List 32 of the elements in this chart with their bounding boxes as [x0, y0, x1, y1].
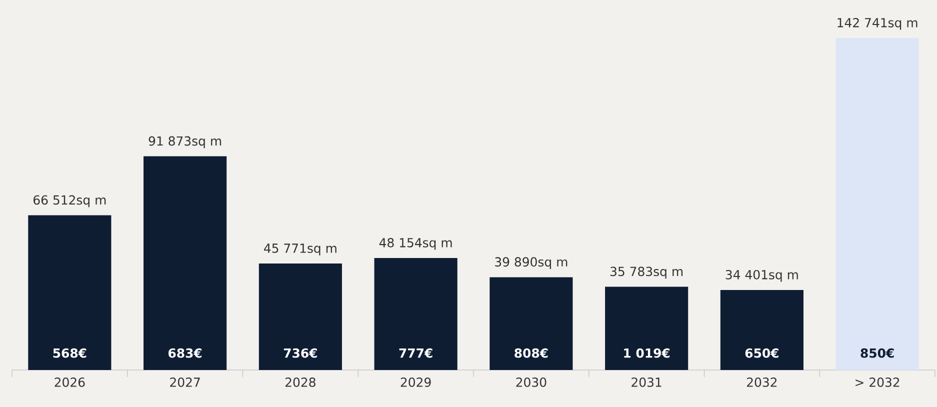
bar — [605, 286, 688, 370]
x-tick-label: 2029 — [400, 378, 431, 387]
x-tick-label: 2027 — [170, 378, 200, 387]
annotation: 1 019€ — [624, 348, 670, 358]
bar — [374, 258, 458, 370]
bar — [836, 38, 919, 370]
annotation: 736€ — [284, 348, 317, 358]
bar — [28, 215, 112, 370]
annotation: 777€ — [399, 348, 432, 358]
data-label: 142 741sq m — [838, 18, 918, 30]
annotation: 808€ — [514, 348, 548, 358]
data-label: 45 771sq m — [264, 244, 336, 256]
x-tick-label: > 2032 — [856, 378, 900, 387]
data-label: 66 512sq m — [34, 195, 106, 208]
data-label: 34 401sq m — [726, 270, 798, 282]
data-label: 35 783sq m — [610, 266, 683, 279]
annotation: 568€ — [53, 348, 86, 358]
bar — [144, 156, 227, 370]
x-tick-label: 2030 — [516, 378, 546, 387]
x-tick-label: 2026 — [54, 378, 85, 387]
annotation: 850€ — [860, 348, 894, 358]
data-label: 91 873sq m — [148, 136, 222, 148]
bar — [258, 264, 342, 370]
bar — [490, 277, 573, 370]
data-label: 48 154sq m — [379, 238, 452, 250]
bar — [720, 290, 804, 370]
x-tick-label: 2032 — [747, 378, 777, 387]
x-tick-label: 2028 — [286, 378, 316, 387]
annotation: 683€ — [168, 348, 202, 358]
annotation: 650€ — [745, 348, 778, 358]
x-tick-label: 2031 — [632, 378, 662, 387]
data-label: 39 890sq m — [495, 257, 568, 270]
